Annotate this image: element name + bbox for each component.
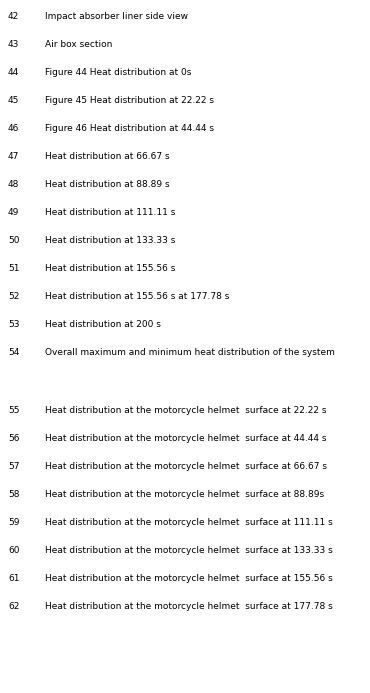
Text: 48: 48 (8, 180, 19, 189)
Text: 61: 61 (8, 574, 20, 583)
Text: Heat distribution at 133.33 s: Heat distribution at 133.33 s (45, 236, 175, 245)
Text: 51: 51 (8, 264, 20, 273)
Text: Heat distribution at the motorcycle helmet  surface at 177.78 s: Heat distribution at the motorcycle helm… (45, 602, 333, 611)
Text: 45: 45 (8, 96, 19, 105)
Text: 60: 60 (8, 546, 20, 555)
Text: 42: 42 (8, 12, 19, 21)
Text: 59: 59 (8, 518, 20, 527)
Text: Heat distribution at 88.89 s: Heat distribution at 88.89 s (45, 180, 169, 189)
Text: Impact absorber liner side view: Impact absorber liner side view (45, 12, 188, 21)
Text: Heat distribution at 66.67 s: Heat distribution at 66.67 s (45, 152, 169, 161)
Text: 47: 47 (8, 152, 19, 161)
Text: Heat distribution at the motorcycle helmet  surface at 111.11 s: Heat distribution at the motorcycle helm… (45, 518, 333, 527)
Text: 49: 49 (8, 208, 19, 217)
Text: 44: 44 (8, 68, 19, 77)
Text: 57: 57 (8, 462, 20, 471)
Text: Heat distribution at the motorcycle helmet  surface at 133.33 s: Heat distribution at the motorcycle helm… (45, 546, 333, 555)
Text: 46: 46 (8, 124, 19, 133)
Text: Heat distribution at the motorcycle helmet  surface at 155.56 s: Heat distribution at the motorcycle helm… (45, 574, 333, 583)
Text: Figure 46 Heat distribution at 44.44 s: Figure 46 Heat distribution at 44.44 s (45, 124, 214, 133)
Text: 56: 56 (8, 434, 20, 443)
Text: Heat distribution at 200 s: Heat distribution at 200 s (45, 320, 161, 329)
Text: Heat distribution at 155.56 s: Heat distribution at 155.56 s (45, 264, 175, 273)
Text: Heat distribution at the motorcycle helmet  surface at 22.22 s: Heat distribution at the motorcycle helm… (45, 406, 326, 415)
Text: Heat distribution at the motorcycle helmet  surface at 44.44 s: Heat distribution at the motorcycle helm… (45, 434, 326, 443)
Text: 43: 43 (8, 40, 19, 49)
Text: Overall maximum and minimum heat distribution of the system: Overall maximum and minimum heat distrib… (45, 348, 335, 357)
Text: Heat distribution at the motorcycle helmet  surface at 88.89s: Heat distribution at the motorcycle helm… (45, 490, 324, 499)
Text: Heat distribution at the motorcycle helmet  surface at 66.67 s: Heat distribution at the motorcycle helm… (45, 462, 327, 471)
Text: 62: 62 (8, 602, 19, 611)
Text: Figure 45 Heat distribution at 22.22 s: Figure 45 Heat distribution at 22.22 s (45, 96, 214, 105)
Text: 54: 54 (8, 348, 19, 357)
Text: Heat distribution at 111.11 s: Heat distribution at 111.11 s (45, 208, 175, 217)
Text: Figure 44 Heat distribution at 0s: Figure 44 Heat distribution at 0s (45, 68, 191, 77)
Text: 50: 50 (8, 236, 20, 245)
Text: 52: 52 (8, 292, 19, 301)
Text: 58: 58 (8, 490, 20, 499)
Text: Heat distribution at 155.56 s at 177.78 s: Heat distribution at 155.56 s at 177.78 … (45, 292, 229, 301)
Text: 55: 55 (8, 406, 20, 415)
Text: 53: 53 (8, 320, 20, 329)
Text: Air box section: Air box section (45, 40, 112, 49)
